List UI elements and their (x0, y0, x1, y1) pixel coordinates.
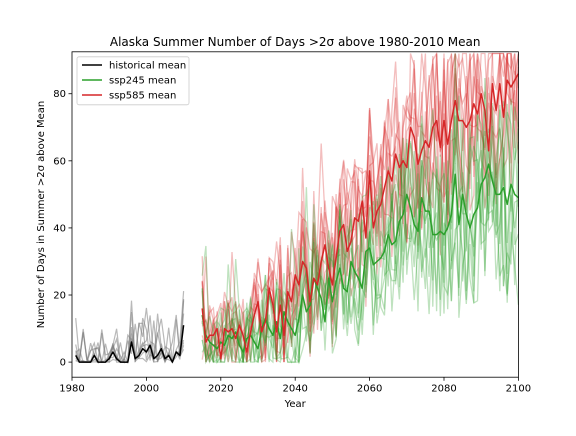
legend-label-ssp585: ssp585 mean (109, 91, 176, 102)
y-tick-label: 80 (53, 89, 66, 100)
x-axis-label: Year (284, 399, 307, 410)
series-means (75, 73, 520, 363)
ssp245-member-line (201, 53, 520, 363)
ssp585-member-line (201, 52, 520, 363)
legend-box (76, 56, 190, 106)
y-tick-label: 40 (53, 223, 66, 234)
historical-mean-line (75, 325, 185, 363)
ssp245-member-line (201, 109, 519, 364)
ssp245-member-line (201, 100, 520, 364)
legend-label-ssp245: ssp245 mean (109, 76, 176, 87)
y-tick-label: 60 (53, 156, 66, 167)
ssp245-member-line (201, 102, 520, 365)
y-tick-label: 20 (53, 291, 66, 302)
x-tick-label: 2000 (134, 384, 159, 395)
ssp585-member-line (201, 52, 520, 363)
x-tick-label: 2100 (506, 384, 531, 395)
ssp585-member-line (201, 53, 520, 364)
x-tick-label: 2080 (431, 384, 456, 395)
legend-label-historical: historical mean (109, 61, 186, 72)
ssp245-mean-line (201, 163, 519, 353)
x-tick-label: 2020 (208, 384, 233, 395)
x-tick-label: 2040 (282, 384, 307, 395)
ssp585-member-line (201, 52, 520, 361)
ssp585-mean-line (201, 73, 520, 360)
ssp585-member-line (201, 52, 520, 363)
y-tick-label: 0 (60, 358, 66, 369)
y-axis-label: Number of Days in Summer >2σ above Mean (36, 101, 47, 329)
ssp585-member-line (201, 50, 520, 363)
chart-title: Alaska Summer Number of Days >2σ above 1… (110, 35, 481, 49)
x-tick-label: 2060 (357, 384, 382, 395)
ssp245-member-line (201, 95, 520, 365)
plot-frame (71, 51, 519, 378)
historical-member-line (75, 300, 185, 363)
legend: historical mean ssp245 mean ssp585 mean (76, 56, 190, 106)
ssp585-member-line (201, 51, 520, 363)
x-tick-label: 1980 (59, 384, 84, 395)
ssp245-member-line (201, 115, 520, 363)
